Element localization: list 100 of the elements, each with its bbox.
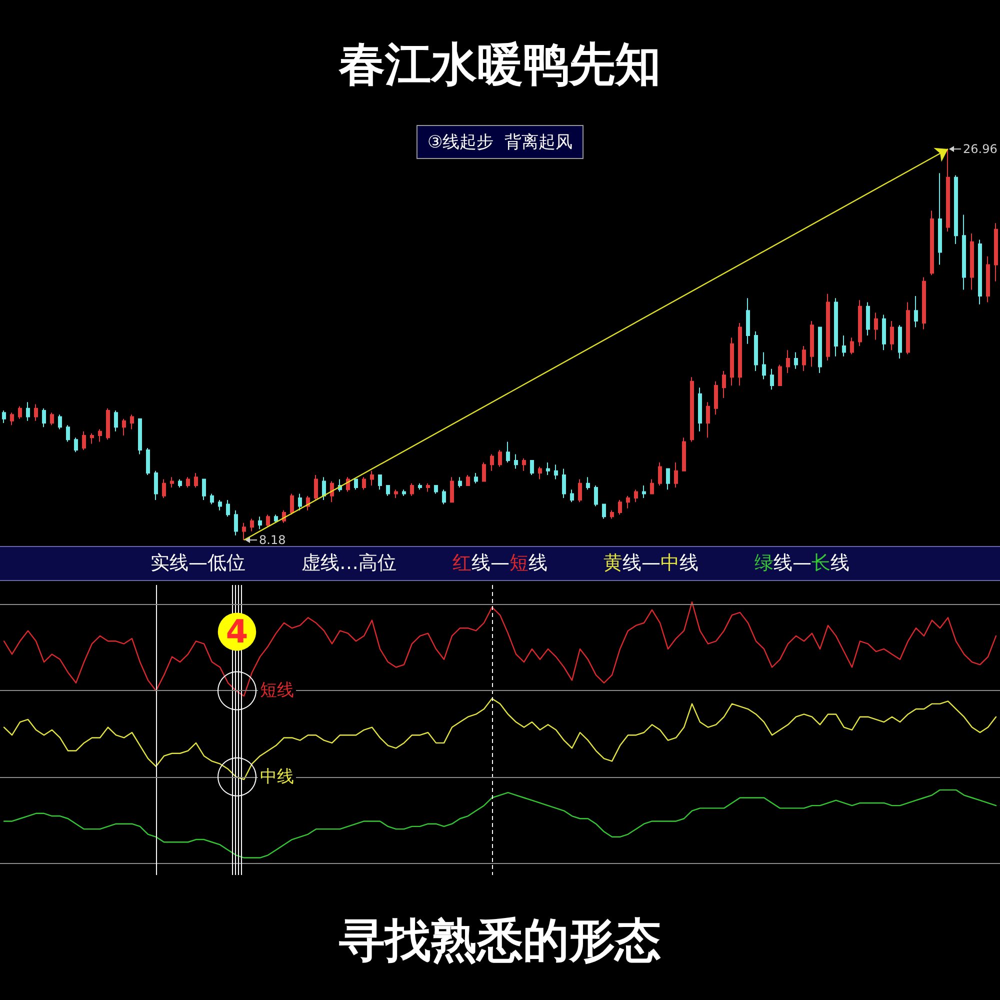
candlestick — [234, 510, 238, 536]
candlestick — [98, 428, 102, 442]
candlestick — [154, 470, 158, 501]
candlestick — [426, 482, 430, 492]
candlestick — [314, 474, 318, 501]
candlestick — [690, 376, 694, 442]
candlestick — [362, 476, 366, 490]
candlestick — [922, 276, 926, 330]
candlestick — [402, 489, 406, 496]
candlestick — [50, 412, 54, 426]
candlestick — [450, 476, 454, 503]
candlestick — [18, 406, 22, 420]
candlestick — [906, 302, 910, 355]
candlestick — [458, 476, 462, 488]
candlestick — [802, 345, 806, 372]
candlestick — [378, 474, 382, 490]
candlestick — [146, 447, 150, 476]
candlestick — [994, 222, 998, 282]
candlestick — [298, 493, 302, 511]
candlestick — [330, 480, 334, 503]
candlestick — [650, 478, 654, 494]
candlestick — [674, 462, 678, 488]
candlestick — [818, 326, 822, 374]
candlestick — [178, 478, 182, 488]
candlestick — [938, 172, 942, 266]
candlestick — [546, 462, 550, 476]
candlestick — [866, 302, 870, 336]
candlestick — [554, 464, 558, 480]
candlestick — [594, 484, 598, 507]
candlestick — [794, 352, 798, 370]
candlestick — [762, 352, 766, 380]
candlestick — [602, 504, 606, 520]
candlestick — [266, 514, 270, 528]
candlestick — [2, 410, 6, 424]
candlestick — [138, 418, 142, 455]
candlestick — [122, 418, 126, 436]
candlestick — [514, 454, 518, 470]
candlestick — [634, 489, 638, 503]
candlestick — [218, 500, 222, 511]
candlestick — [882, 314, 886, 351]
candlestick — [722, 370, 726, 399]
text: 26.96 — [963, 142, 998, 156]
candlestick — [410, 482, 414, 496]
candlestick — [226, 500, 230, 518]
candlestick — [642, 484, 646, 498]
candlestick — [530, 460, 534, 476]
candlestick — [418, 482, 422, 490]
candlestick — [978, 239, 982, 305]
candlestick — [842, 335, 846, 357]
candlestick — [730, 337, 734, 386]
candlestick — [834, 298, 838, 357]
candlestick — [386, 484, 390, 496]
candlestick — [858, 300, 862, 346]
candlestick — [202, 478, 206, 501]
candlestick — [890, 320, 894, 351]
candlestick — [506, 441, 510, 464]
candlestick — [290, 493, 294, 516]
candlestick — [946, 148, 950, 232]
candlestick — [930, 210, 934, 276]
series-label: 中线 — [260, 766, 294, 787]
candlestick — [586, 476, 590, 490]
candlestick — [570, 489, 574, 503]
annotation: 4 — [226, 612, 248, 651]
candlestick — [162, 478, 166, 498]
candlestick — [618, 500, 622, 516]
candlestick — [186, 476, 190, 488]
text: 寻找熟悉的形态 — [338, 913, 661, 967]
candlestick — [970, 233, 974, 290]
candlestick — [354, 478, 358, 490]
candlestick — [850, 337, 854, 355]
candlestick — [914, 295, 918, 328]
candlestick — [90, 432, 94, 444]
candlestick — [746, 298, 750, 344]
candlestick — [370, 470, 374, 486]
candlestick — [658, 462, 662, 486]
candlestick — [770, 368, 774, 390]
candlestick — [394, 489, 398, 498]
candlestick — [714, 380, 718, 416]
candlestick — [538, 466, 542, 480]
candlestick — [826, 293, 830, 362]
annotation: ③线起步 背离起风 — [427, 132, 573, 152]
candlestick — [986, 256, 990, 303]
candlestick — [682, 437, 686, 472]
candlestick — [522, 458, 526, 472]
chart-title: 春江水暖鸭先知 — [338, 37, 661, 91]
candlestick — [490, 454, 494, 472]
candlestick — [194, 472, 198, 488]
candlestick — [58, 414, 62, 430]
candlestick — [66, 424, 70, 442]
candlestick — [42, 408, 46, 428]
candlestick — [442, 489, 446, 505]
candlestick — [474, 472, 478, 484]
candlestick — [698, 387, 702, 432]
candlestick — [322, 476, 326, 501]
candlestick — [498, 450, 502, 468]
candlestick — [578, 478, 582, 503]
candlestick — [898, 324, 902, 359]
candlestick — [954, 174, 958, 244]
candlestick — [26, 402, 30, 422]
candlestick — [106, 408, 110, 440]
